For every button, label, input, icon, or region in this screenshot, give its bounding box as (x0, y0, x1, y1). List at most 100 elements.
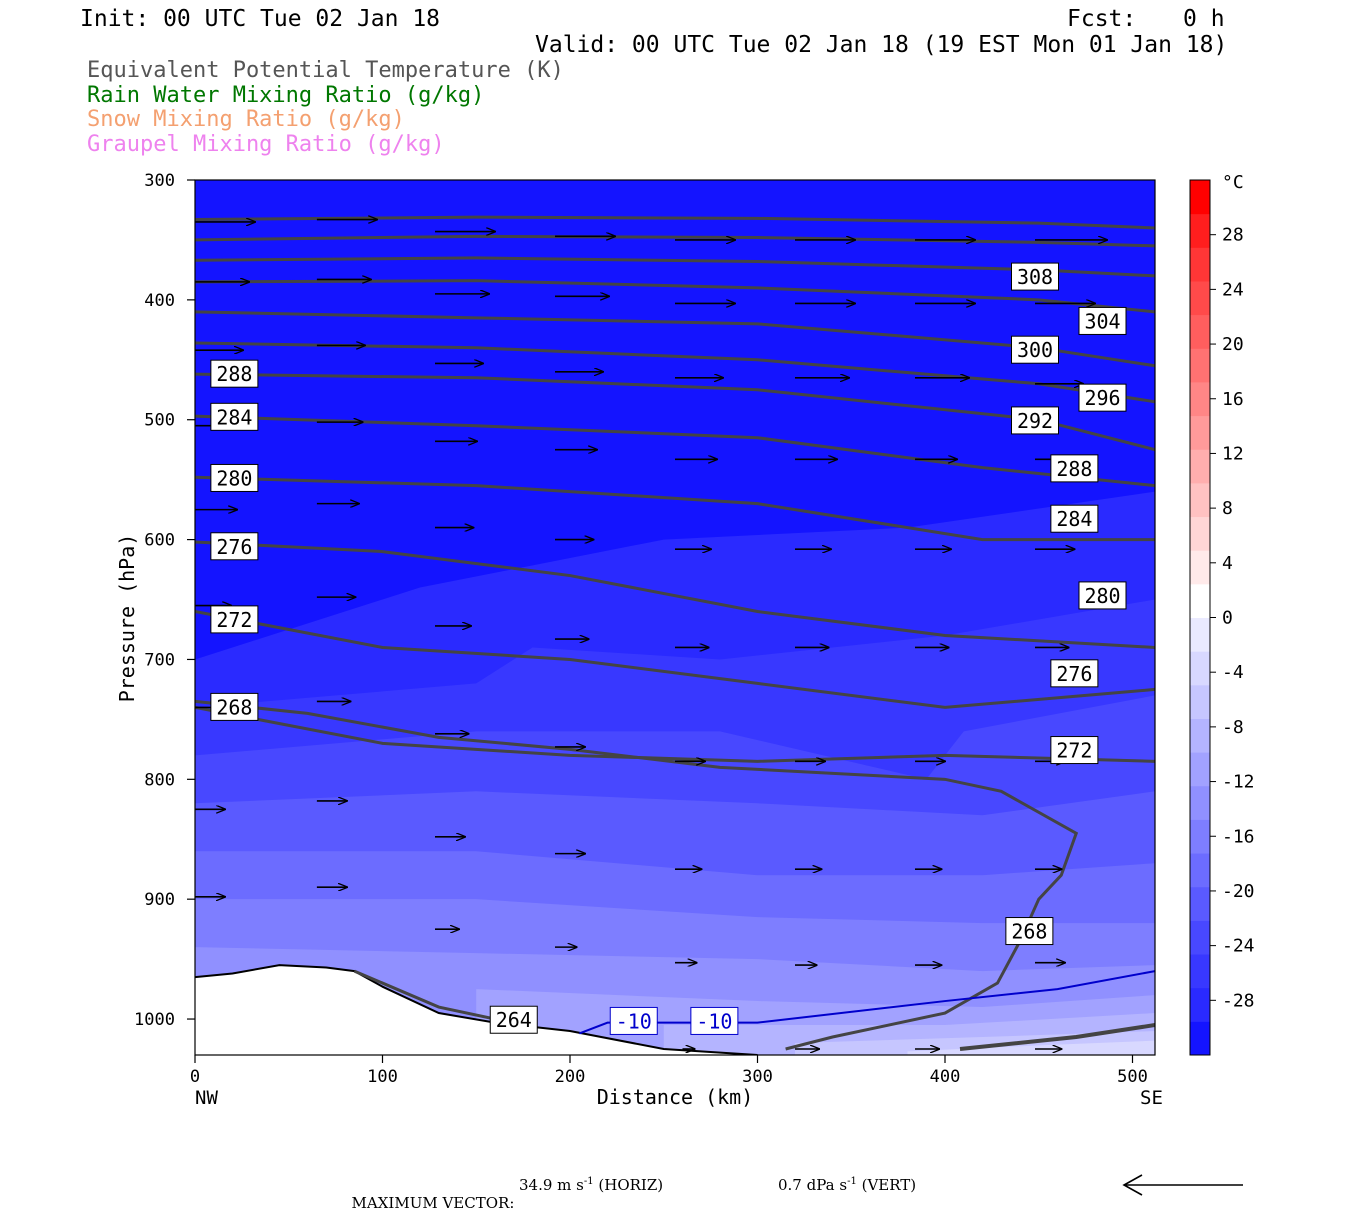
y-axis-label: Pressure (hPa) (115, 534, 139, 703)
theta-e-label: 300 (1011, 335, 1059, 364)
contour-label-text: 304 (1084, 309, 1120, 333)
contour-label-box (1011, 406, 1059, 435)
max-vector-label: MAXIMUM VECTOR: (351, 1194, 515, 1212)
colorbar-tick-label: -24 (1222, 936, 1255, 957)
contour-label-text: -10 (696, 1009, 732, 1033)
y-tick-label: 1000 (134, 1010, 175, 1030)
theta-e-label: 284 (210, 402, 259, 431)
contour-label-text: -10 (616, 1009, 652, 1033)
colorbar-swatch (1190, 853, 1210, 888)
legend-snow: Snow Mixing Ratio (g/kg) (87, 107, 405, 132)
contour-label-text: 284 (1056, 507, 1092, 531)
contour-label-text: 280 (216, 466, 252, 490)
colorbar-swatch (1190, 954, 1210, 989)
temperature-contour-minus10 (579, 970, 1155, 1035)
contour-label-text: 276 (1056, 662, 1092, 686)
theta-e-contour (195, 215, 1155, 230)
colorbar-swatch (1190, 1021, 1210, 1056)
y-tick-label: 800 (144, 770, 175, 790)
colorbar-tick-label: 20 (1222, 334, 1244, 355)
contour-label-text: 272 (1056, 739, 1092, 763)
colorbar-tick-label: 16 (1222, 389, 1244, 410)
temperature-shading-band (907, 1040, 1155, 1055)
temperature-contour-label: -10 (690, 1006, 739, 1035)
theta-e-label: 308 (1011, 262, 1059, 291)
theta-e-contour (195, 341, 1155, 404)
colorbar-swatch (1190, 718, 1210, 753)
colorbar-swatch (1190, 482, 1210, 518)
contour-label-box (210, 692, 259, 721)
theta-e-contour (195, 256, 1155, 278)
colorbar-swatch (1190, 381, 1210, 417)
contour-label-text: 300 (1017, 338, 1053, 362)
contour-label-text: 288 (1056, 457, 1092, 481)
temperature-contour-label: -10 (609, 1006, 658, 1035)
x-tick-label: 500 (1117, 1067, 1148, 1087)
y-tick-label: 900 (144, 890, 175, 910)
colorbar-swatch (1190, 280, 1210, 316)
colorbar-swatch (1190, 415, 1210, 450)
x-tick-label: 0 (190, 1067, 200, 1087)
colorbar-swatch (1190, 213, 1210, 248)
contour-label-box (1078, 306, 1127, 335)
valid-time: Valid: 00 UTC Tue 02 Jan 18 (19 EST Mon … (535, 32, 1228, 58)
contour-label-box (1050, 504, 1099, 533)
colorbar-unit-label: °C (1222, 172, 1244, 193)
contour-label-box (1078, 383, 1127, 412)
terrain-fill (195, 965, 758, 1055)
colorbar-swatch (1190, 920, 1210, 955)
y-tick-label: 700 (144, 650, 175, 670)
theta-e-label: 304 (1078, 306, 1127, 335)
theta-e-label: 276 (210, 532, 259, 561)
contour-label-box (489, 1005, 538, 1034)
colorbar-tick-label: 4 (1222, 553, 1233, 574)
x-left-end-label: NW (195, 1087, 218, 1109)
x-tick-label: 100 (367, 1067, 398, 1087)
contour-label-box (210, 359, 259, 388)
theta-e-label: 280 (1078, 581, 1127, 610)
theta-e-label: 268 (1005, 917, 1054, 946)
colorbar-swatch (1190, 314, 1210, 349)
x-tick-label: 300 (742, 1067, 773, 1087)
contour-label-text: 296 (1084, 386, 1120, 410)
theta-e-label: 288 (1050, 454, 1099, 483)
theta-e-label: 288 (210, 359, 259, 388)
colorbar-swatch (1190, 449, 1210, 484)
x-right-end-label: SE (1140, 1087, 1163, 1109)
colorbar-swatch (1190, 550, 1210, 585)
theta-e-label: 280 (210, 463, 259, 492)
colorbar-tick-label: -20 (1222, 881, 1255, 902)
colorbar-tick-label: 0 (1222, 608, 1233, 629)
colorbar-tick-label: 8 (1222, 498, 1233, 519)
contour-label-text: 264 (496, 1008, 532, 1032)
y-tick-label: 400 (144, 291, 175, 311)
contour-label-box (690, 1006, 739, 1035)
theta-e-label: 272 (210, 605, 259, 634)
theta-e-contour (195, 414, 1155, 488)
y-tick-label: 600 (144, 531, 175, 551)
contour-label-box (609, 1006, 658, 1035)
theta-e-label: 292 (1011, 406, 1059, 435)
legend-theta-e: Equivalent Potential Temperature (K) (87, 58, 564, 83)
contour-label-box (210, 463, 259, 492)
theta-e-contour (195, 699, 1079, 1051)
contour-label-text: 268 (216, 695, 252, 719)
theta-e-contour (195, 310, 1155, 368)
legend-rain-water: Rain Water Mixing Ratio (g/kg) (87, 83, 485, 108)
theta-e-contour (195, 234, 1155, 248)
theta-e-label: 268 (210, 692, 259, 721)
forecast-hour: 0 h (1183, 6, 1225, 32)
theta-e-contour (195, 610, 1155, 709)
contour-label-text: 268 (1011, 920, 1047, 944)
colorbar-swatch (1190, 886, 1210, 921)
max-vector-vertical: 0.7 dPa s-1 (VERT) (778, 1176, 917, 1194)
theta-e-label: 276 (1050, 659, 1099, 688)
colorbar-swatch (1190, 516, 1210, 551)
colorbar-swatch (1190, 180, 1210, 215)
theta-e-contour (195, 540, 1155, 649)
forecast-label: Fcst: (1067, 6, 1137, 32)
colorbar-swatch (1190, 348, 1210, 383)
contour-label-box (1078, 581, 1127, 610)
theta-e-contour (195, 372, 1155, 452)
reference-vector-arrow-icon (1122, 1174, 1243, 1196)
